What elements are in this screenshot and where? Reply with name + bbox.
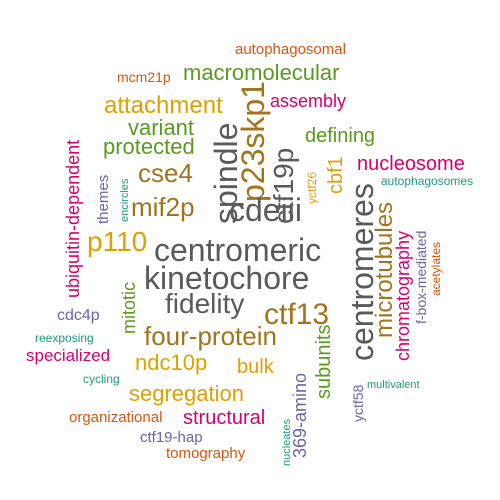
word: macromolecular	[183, 60, 340, 85]
word: multivalent	[367, 379, 420, 391]
word: acetylates	[429, 241, 443, 296]
word: encircles	[119, 178, 131, 222]
word: yctf26	[305, 171, 319, 204]
word: mcm21p	[117, 69, 171, 85]
word: segregation	[129, 381, 244, 406]
word: themes	[95, 174, 112, 224]
word: reexposing	[35, 331, 94, 345]
word: variant	[128, 115, 195, 140]
word: tomography	[166, 445, 246, 462]
word: kinetochore	[144, 260, 310, 296]
word: ndc10p	[135, 350, 208, 375]
word: centromeric	[154, 232, 322, 268]
word: cse4	[138, 158, 193, 188]
word: specialized	[26, 346, 111, 365]
word: cdeiii	[229, 192, 302, 228]
word: ubiquitin-dependent	[63, 139, 83, 298]
word: defining	[305, 125, 376, 147]
word: mif2p	[131, 192, 195, 222]
word: assembly	[270, 91, 347, 111]
word: mitotic	[119, 281, 139, 334]
word: autophagosomes	[381, 174, 474, 188]
word: bulk	[237, 356, 274, 378]
word: organizational	[69, 409, 163, 426]
word: fidelity	[165, 288, 245, 319]
word: cycling	[83, 372, 120, 386]
word: protected	[103, 134, 195, 159]
word: autophagosomal	[235, 41, 346, 58]
word: cbf1	[325, 156, 347, 194]
word: p110	[87, 226, 148, 257]
word: yctf58	[350, 384, 366, 422]
word: nucleosome	[357, 153, 465, 175]
word: nucleates	[281, 418, 293, 466]
word: attachment	[104, 92, 223, 119]
word: structural	[183, 407, 266, 429]
word: 369-amino	[290, 372, 310, 458]
word: cdc4p	[57, 307, 100, 324]
word: ctf19-hap	[140, 429, 203, 446]
word: four-protein	[144, 321, 277, 351]
word: subunits	[313, 324, 335, 400]
word: f-box-mediated	[413, 230, 429, 324]
word: chromatography	[393, 230, 413, 361]
word: ctf13	[264, 298, 330, 331]
